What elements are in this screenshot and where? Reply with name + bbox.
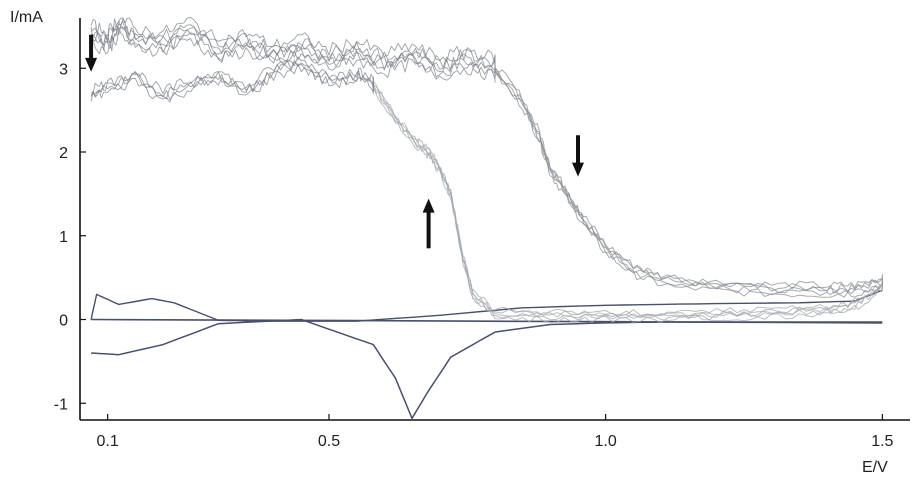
- forward-scan-trace: [494, 67, 883, 294]
- upper-noisy-trace: [90, 20, 496, 73]
- lower-noisy-trace: [90, 61, 374, 100]
- y-tick-label: 3: [59, 61, 68, 78]
- arrows-group: [85, 34, 584, 249]
- curves-group: [90, 16, 883, 420]
- y-tick-label: 2: [59, 145, 68, 162]
- x-tick-label: 1.0: [595, 433, 617, 450]
- forward-scan-trace: [494, 73, 883, 298]
- forward-scan-trace: [494, 67, 883, 289]
- reverse-scan-trace: [372, 84, 883, 321]
- upper-noisy-trace: [90, 25, 496, 79]
- y-axis-label: I/mA: [10, 9, 43, 26]
- x-tick-label: 0.1: [97, 433, 119, 450]
- lower-noisy-trace: [90, 63, 374, 103]
- lower-noisy-trace: [91, 59, 374, 100]
- reverse-scan-trace: [372, 80, 883, 318]
- reverse-scan-trace: [372, 78, 883, 316]
- reverse-scan-trace: [372, 85, 883, 324]
- x-axis-label: E/V: [862, 459, 888, 476]
- x-tick-label: 1.5: [871, 433, 893, 450]
- upper-noisy-trace: [90, 16, 496, 69]
- forward-scan-arrow-icon: [572, 135, 584, 177]
- y-tick-label: -1: [54, 396, 68, 413]
- axes-group: [79, 18, 910, 421]
- upper-noisy-trace: [90, 18, 496, 70]
- ticks-group: -1 0 1 2 3 0.1 0.5 1.0 1.5: [54, 61, 894, 450]
- y-tick-label: 0: [59, 313, 68, 330]
- start-arrow-icon: [85, 34, 98, 72]
- lower-noisy-trace: [90, 56, 374, 95]
- cv-cathodic-trace: [91, 318, 883, 420]
- baseline-trace: [91, 318, 883, 324]
- x-tick-label: 0.5: [318, 433, 340, 450]
- forward-scan-trace: [494, 70, 883, 296]
- y-tick-label: 1: [59, 229, 68, 246]
- reverse-scan-arrow-icon: [422, 198, 435, 249]
